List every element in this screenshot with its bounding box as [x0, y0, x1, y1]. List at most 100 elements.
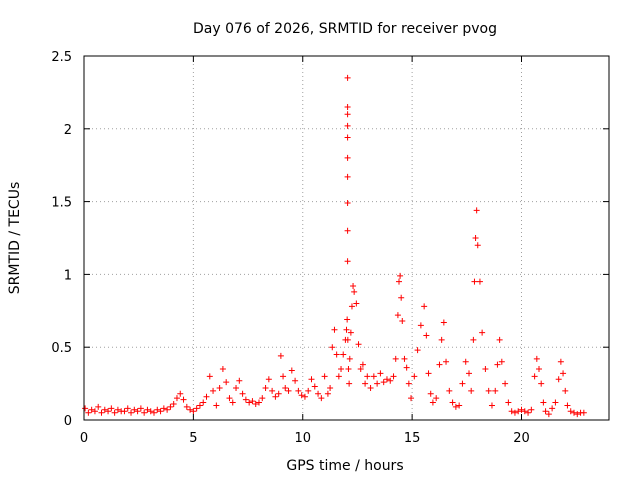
data-point [344, 200, 351, 207]
data-point [472, 235, 479, 241]
data-point [357, 366, 364, 373]
data-point [470, 336, 477, 343]
data-point [82, 405, 89, 412]
data-point [536, 366, 542, 373]
data-point [275, 390, 282, 397]
data-point [114, 406, 121, 413]
data-point [498, 358, 505, 365]
data-point [476, 278, 483, 285]
data-point [574, 411, 581, 418]
data-point [229, 399, 236, 406]
data-point [414, 347, 421, 354]
data-point [525, 409, 532, 416]
data-point [147, 408, 154, 415]
data-point [436, 361, 443, 368]
data-point [203, 393, 210, 400]
data-point [511, 409, 518, 416]
data-point [359, 361, 366, 368]
data-point [362, 380, 369, 387]
data-point [421, 303, 428, 310]
data-point [343, 326, 350, 333]
data-point [242, 396, 249, 403]
data-point [564, 402, 571, 409]
x-tick-label: 20 [513, 431, 530, 446]
data-point [571, 409, 577, 416]
data-point [187, 406, 194, 413]
data-point [226, 395, 233, 402]
data-point [344, 134, 351, 141]
data-point [108, 405, 115, 412]
data-point [521, 408, 528, 415]
data-point [265, 376, 272, 383]
data-point [277, 352, 284, 359]
data-point [331, 326, 338, 333]
data-point [298, 392, 305, 399]
y-tick-label: 0 [64, 414, 72, 429]
data-point [200, 399, 207, 406]
data-point [335, 373, 342, 380]
data-point [492, 387, 499, 394]
data-point [124, 405, 131, 412]
data-point [542, 408, 549, 415]
data-point [468, 387, 475, 394]
data-point [452, 403, 459, 410]
data-point [219, 366, 226, 373]
data-point [269, 387, 276, 394]
data-point [85, 409, 92, 416]
data-point [216, 384, 223, 391]
data-point [315, 390, 322, 397]
data-point [236, 377, 243, 384]
data-point [377, 370, 384, 377]
data-point [367, 384, 374, 391]
x-axis-ticks: 0 5 10 15 20 [80, 56, 530, 446]
data-point [346, 355, 353, 362]
data-point [392, 355, 399, 362]
data-point [157, 408, 164, 415]
data-point [292, 377, 299, 384]
data-point [193, 405, 200, 412]
data-point [249, 398, 256, 405]
data-point [380, 379, 387, 386]
data-point [167, 403, 174, 410]
data-point [580, 409, 587, 416]
data-point [101, 406, 108, 413]
data-point [533, 355, 540, 362]
data-point [121, 408, 128, 415]
data-point [348, 303, 355, 310]
data-point [405, 380, 412, 387]
data-point [288, 367, 295, 374]
data-point [344, 74, 351, 81]
data-point [327, 384, 334, 391]
data-point [355, 341, 362, 348]
data-point [433, 395, 440, 402]
data-point [308, 376, 315, 383]
data-point [466, 370, 472, 377]
data-point [411, 373, 418, 380]
data-point [333, 351, 340, 358]
data-point [128, 409, 135, 416]
data-point [91, 408, 98, 415]
data-point [364, 373, 371, 380]
data-point [479, 329, 486, 336]
data-point [515, 408, 522, 415]
data-point [446, 387, 453, 394]
data-point [301, 393, 308, 400]
data-point [246, 399, 253, 406]
data-point [210, 387, 217, 394]
grid-lines [84, 56, 609, 420]
data-point [440, 319, 447, 326]
data-point [344, 336, 351, 343]
data-point [196, 402, 203, 409]
data-point [259, 395, 266, 402]
data-point [206, 373, 213, 380]
data-point [555, 376, 562, 383]
data-point [344, 173, 351, 180]
x-axis-label: GPS time / hours [286, 458, 403, 474]
data-point [346, 380, 353, 387]
data-point [398, 294, 405, 301]
y-tick-label: 1.5 [51, 196, 72, 211]
data-point [423, 332, 430, 339]
data-point [223, 379, 230, 386]
data-point [88, 406, 95, 413]
